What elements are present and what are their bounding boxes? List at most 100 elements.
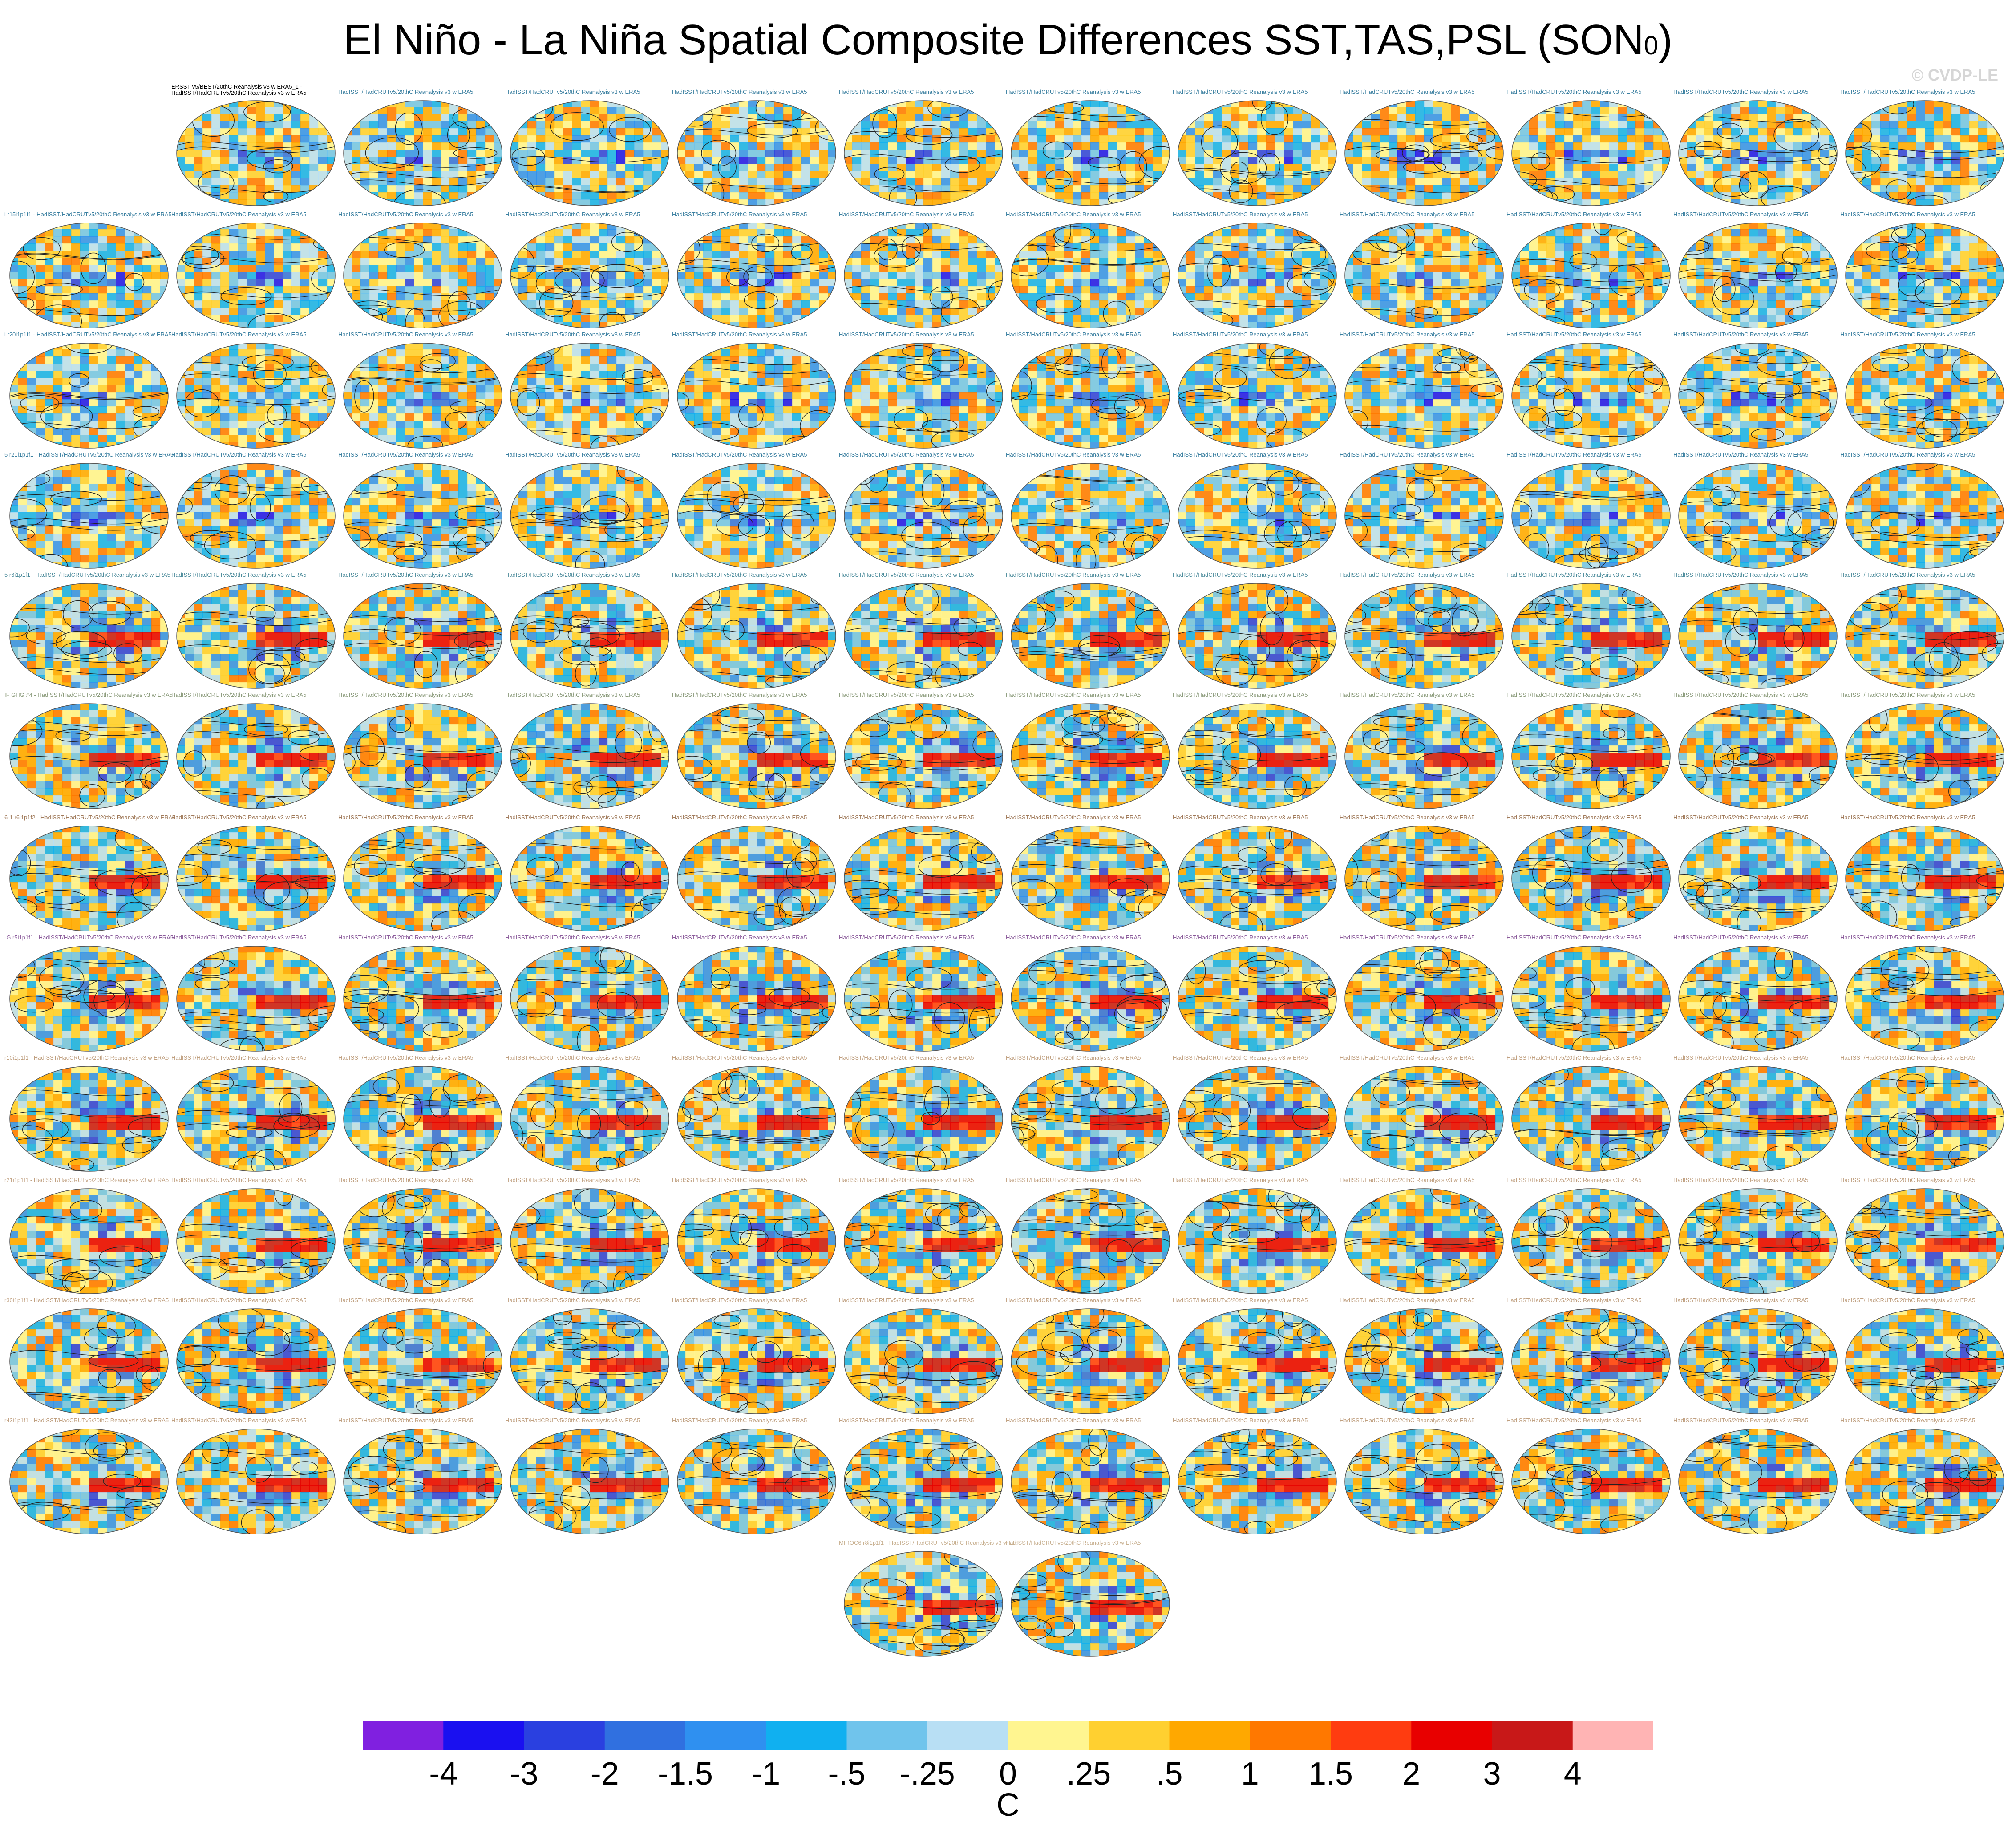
map-panel-header: HadISST/HadCRUTv5/20thC Reanalysis v3 w … [839, 814, 1017, 822]
map-panel: HadISST/HadCRUTv5/20thC Reanalysis v3 w … [672, 211, 837, 336]
map-panel: HadISST/HadCRUTv5/20thC Reanalysis v3 w … [1506, 332, 1671, 456]
map-panel-plot [1344, 946, 1504, 1052]
map-panel-header: HadISST/HadCRUTv5/20thC Reanalysis v3 w … [1340, 89, 1518, 96]
colorbar-tick-label: -1.5 [658, 1756, 713, 1792]
map-panel-plot [1178, 826, 1337, 931]
map-panel-plot [1678, 1308, 1838, 1414]
map-panel-plot [1178, 583, 1337, 689]
map-panel: HadISST/HadCRUTv5/20thC Reanalysis v3 w … [839, 935, 1004, 1059]
map-panel-plot [343, 1188, 502, 1294]
map-panel: HadISST/HadCRUTv5/20thC Reanalysis v3 w … [1006, 572, 1170, 696]
colorbar [363, 1721, 1653, 1750]
map-panel-plot [510, 1188, 669, 1294]
map-panel-header: HadISST/HadCRUTv5/20thC Reanalysis v3 w … [505, 814, 683, 822]
map-panel-plot [176, 826, 336, 931]
map-panel-plot [1011, 343, 1170, 449]
map-panel: HadISST/HadCRUTv5/20thC Reanalysis v3 w … [338, 452, 503, 576]
map-panel-header: HadISST/HadCRUTv5/20thC Reanalysis v3 w … [1173, 452, 1351, 459]
map-panel: HadISST/HadCRUTv5/20thC Reanalysis v3 w … [1840, 935, 2005, 1059]
map-panel: HadISST/HadCRUTv5/20thC Reanalysis v3 w … [672, 1177, 837, 1302]
map-panel-header: HadISST/HadCRUTv5/20thC Reanalysis v3 w … [1506, 332, 1684, 339]
map-panel: HadISST/HadCRUTv5/20thC Reanalysis v3 w … [1673, 935, 1838, 1059]
map-panel-plot [1011, 1308, 1170, 1414]
map-panel: HadISST/HadCRUTv5/20thC Reanalysis v3 w … [1506, 814, 1671, 939]
map-panel-header: HadISST/HadCRUTv5/20thC Reanalysis v3 w … [1673, 1417, 1851, 1425]
map-panel: HadISST/HadCRUTv5/20thC Reanalysis v3 w … [672, 452, 837, 576]
map-panel-header: HadISST/HadCRUTv5/20thC Reanalysis v3 w … [505, 89, 683, 96]
map-panel-plot [1344, 703, 1504, 809]
map-panel-plot [1011, 1551, 1170, 1657]
map-panel-header: HadISST/HadCRUTv5/20thC Reanalysis v3 w … [1840, 692, 2016, 699]
map-panel: HadISST/HadCRUTv5/20thC Reanalysis v3 w … [1840, 452, 2005, 576]
map-panel-header: HadISST/HadCRUTv5/20thC Reanalysis v3 w … [1506, 1417, 1684, 1425]
map-panel-plot [1344, 463, 1504, 569]
map-panel-plot [343, 583, 502, 689]
map-panel-header: HadISST/HadCRUTv5/20thC Reanalysis v3 w … [505, 1055, 683, 1062]
map-panel-plot [1344, 100, 1504, 206]
map-panel: HadISST/HadCRUTv5/20thC Reanalysis v3 w … [1506, 1055, 1671, 1179]
map-panel-plot [176, 343, 336, 449]
map-panel-header: HadISST/HadCRUTv5/20thC Reanalysis v3 w … [839, 332, 1017, 339]
map-panel: HadISST/HadCRUTv5/20thC Reanalysis v3 w … [171, 211, 336, 336]
colorbar-tick-label: 4 [1564, 1756, 1582, 1792]
map-panel-header: HadISST/HadCRUTv5/20thC Reanalysis v3 w … [171, 332, 349, 339]
map-panel-header: HadISST/HadCRUTv5/20thC Reanalysis v3 w … [1173, 1177, 1351, 1184]
map-panel-header: HadISST/HadCRUTv5/20thC Reanalysis v3 w … [672, 814, 850, 822]
map-panel-plot [1845, 100, 2004, 206]
map-panel: HadISST/HadCRUTv5/20thC Reanalysis v3 w … [1673, 89, 1838, 214]
map-panel-plot [343, 1308, 502, 1414]
map-panel-header: HadISST/HadCRUTv5/20thC Reanalysis v3 w … [1673, 572, 1851, 579]
map-panel-plot [1845, 343, 2004, 449]
map-panel-header: HadISST/HadCRUTv5/20thC Reanalysis v3 w … [1006, 692, 1184, 699]
map-panel-plot [1011, 1066, 1170, 1172]
map-panel: HadISST/HadCRUTv5/20thC Reanalysis v3 w … [338, 211, 503, 336]
map-panel-header: HadISST/HadCRUTv5/20thC Reanalysis v3 w … [1340, 211, 1518, 219]
map-panel-header: HadISST/HadCRUTv5/20thC Reanalysis v3 w … [1173, 89, 1351, 96]
map-panel: HadISST/HadCRUTv5/20thC Reanalysis v3 w … [1840, 1417, 2005, 1542]
map-panel-header: HadISST/HadCRUTv5/20thC Reanalysis v3 w … [1006, 211, 1184, 219]
map-panel-header: HadISST/HadCRUTv5/20thC Reanalysis v3 w … [839, 1297, 1017, 1304]
map-panel-header: HadISST/HadCRUTv5/20thC Reanalysis v3 w … [1673, 1297, 1851, 1304]
colorbar-swatch [1492, 1721, 1573, 1750]
map-panel: r10i1p1f1 - HadISST/HadCRUTv5/20thC Rean… [4, 1055, 169, 1179]
map-panel-plot [1511, 100, 1671, 206]
map-panel: HadISST/HadCRUTv5/20thC Reanalysis v3 w … [1173, 211, 1337, 336]
map-panel-plot [1344, 1308, 1504, 1414]
colorbar-swatch [524, 1721, 605, 1750]
map-panel-plot [1011, 1429, 1170, 1534]
map-panel-plot [1178, 1188, 1337, 1294]
map-panel-header: HadISST/HadCRUTv5/20thC Reanalysis v3 w … [1506, 935, 1684, 942]
map-panel: HadISST/HadCRUTv5/20thC Reanalysis v3 w … [171, 452, 336, 576]
map-panel-header: HadISST/HadCRUTv5/20thC Reanalysis v3 w … [338, 1177, 516, 1184]
map-panel: r21i1p1f1 - HadISST/HadCRUTv5/20thC Rean… [4, 1177, 169, 1302]
map-panel-plot [1178, 343, 1337, 449]
map-panel: HadISST/HadCRUTv5/20thC Reanalysis v3 w … [839, 211, 1004, 336]
map-panel-header: r21i1p1f1 - HadISST/HadCRUTv5/20thC Rean… [4, 1177, 182, 1184]
colorbar-labels: -4 -3 -2 -1.5 -1 -.5 -.25 0 .25 .5 1 1.5 2 3 4 [363, 1756, 1653, 1792]
map-panel: HadISST/HadCRUTv5/20thC Reanalysis v3 w … [839, 332, 1004, 456]
map-panel-plot [1511, 1429, 1671, 1534]
title-text: El Niño - La Niña Spatial Composite Diff… [344, 16, 1644, 64]
map-panel: HadISST/HadCRUTv5/20thC Reanalysis v3 w … [1506, 935, 1671, 1059]
map-panel-header: HadISST/HadCRUTv5/20thC Reanalysis v3 w … [1840, 211, 2016, 219]
map-panel-plot [1511, 463, 1671, 569]
map-panel: HadISST/HadCRUTv5/20thC Reanalysis v3 w … [505, 1297, 670, 1422]
map-panel-header: HadISST/HadCRUTv5/20thC Reanalysis v3 w … [505, 1297, 683, 1304]
map-panel-plot [1011, 223, 1170, 328]
map-panel-plot [9, 703, 169, 809]
map-panel-plot [677, 223, 836, 328]
map-panel: r43i1p1f1 - HadISST/HadCRUTv5/20thC Rean… [4, 1417, 169, 1542]
map-panel-plot [176, 223, 336, 328]
map-panel: HadISST/HadCRUTv5/20thC Reanalysis v3 w … [839, 572, 1004, 696]
map-panel-plot [1511, 223, 1671, 328]
map-panel-plot [9, 826, 169, 931]
map-panel: HadISST/HadCRUTv5/20thC Reanalysis v3 w … [171, 692, 336, 817]
map-panel: HadISST/HadCRUTv5/20thC Reanalysis v3 w … [1506, 1297, 1671, 1422]
map-panel-header: HadISST/HadCRUTv5/20thC Reanalysis v3 w … [672, 211, 850, 219]
map-panel-header: i r15i1p1f1 - HadISST/HadCRUTv5/20thC Re… [4, 211, 182, 219]
map-panel: HadISST/HadCRUTv5/20thC Reanalysis v3 w … [171, 1417, 336, 1542]
map-panel-plot [9, 1188, 169, 1294]
map-panel-header: HadISST/HadCRUTv5/20thC Reanalysis v3 w … [1840, 1417, 2016, 1425]
map-panel-plot [343, 100, 502, 206]
map-panel-plot [9, 1429, 169, 1534]
